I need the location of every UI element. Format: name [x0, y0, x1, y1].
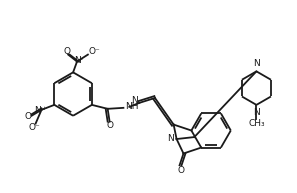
- Text: N: N: [74, 56, 80, 65]
- Text: +: +: [41, 106, 46, 111]
- Text: N: N: [34, 106, 40, 115]
- Text: O: O: [24, 112, 31, 121]
- Text: N: N: [132, 96, 138, 105]
- Text: CH₃: CH₃: [248, 119, 265, 128]
- Text: N: N: [253, 59, 260, 68]
- Text: O⁻: O⁻: [89, 47, 101, 56]
- Text: O⁻: O⁻: [29, 123, 40, 132]
- Text: N: N: [253, 108, 260, 117]
- Text: NH: NH: [125, 102, 139, 111]
- Text: O: O: [64, 47, 71, 56]
- Text: +: +: [77, 57, 82, 62]
- Text: O: O: [177, 166, 184, 175]
- Text: O: O: [106, 121, 113, 130]
- Text: N: N: [167, 134, 174, 143]
